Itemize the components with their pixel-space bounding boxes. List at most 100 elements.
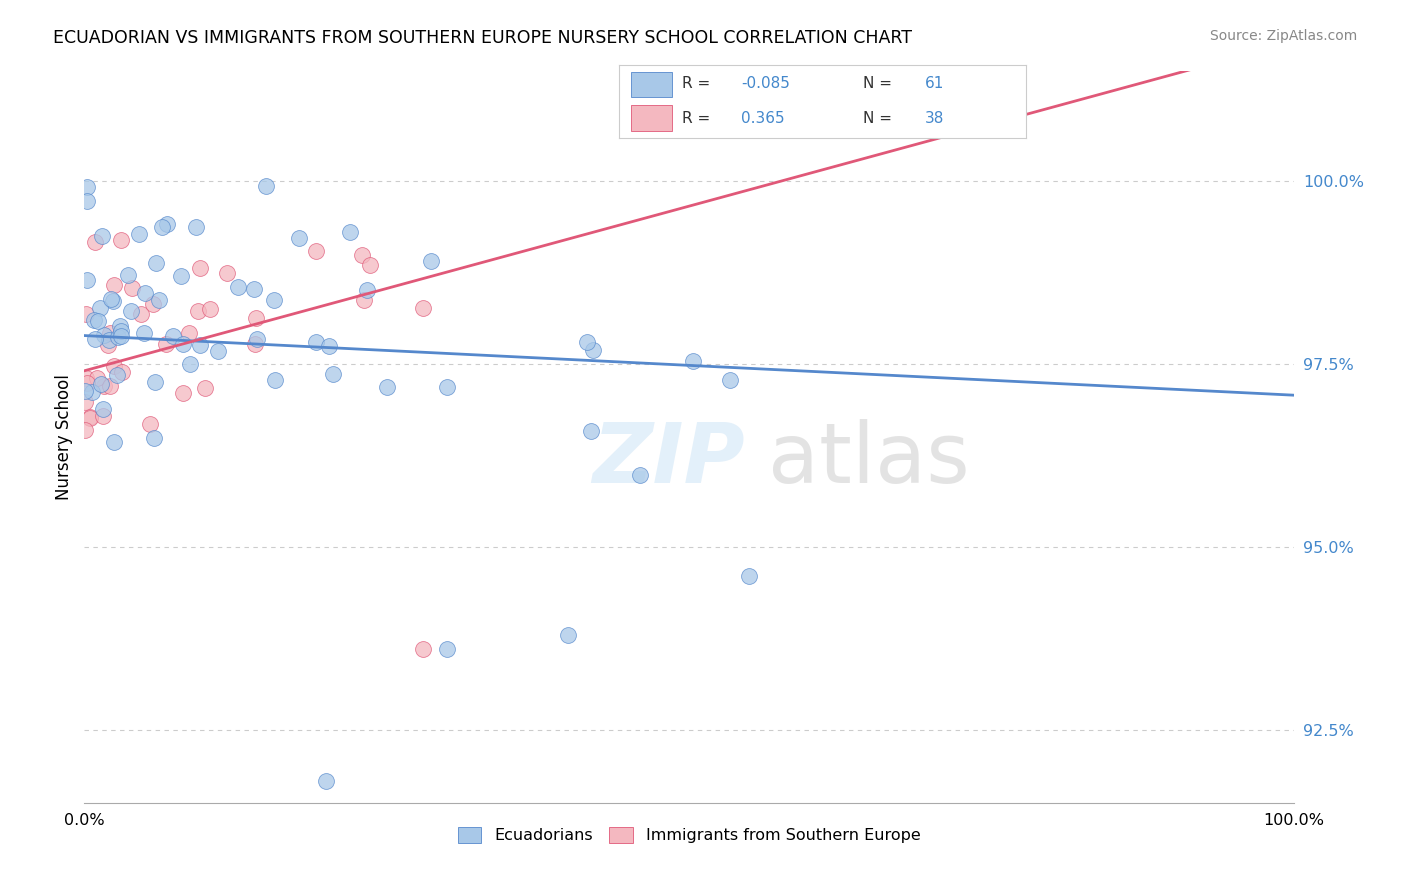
Point (91, 229, 114, 244)
Point (89, 301, 111, 315)
Point (172, 337, 194, 351)
Point (353, 293, 375, 308)
Point (75, 307, 97, 321)
Point (375, 380, 398, 394)
Point (155, 337, 177, 351)
Point (75, 371, 97, 385)
Point (322, 367, 344, 381)
Point (110, 329, 132, 343)
Point (179, 357, 201, 371)
Text: R =: R = (682, 77, 710, 91)
Legend: Ecuadorians, Immigrants from Southern Europe: Ecuadorians, Immigrants from Southern Eu… (451, 821, 927, 850)
Point (172, 386, 194, 401)
Point (83, 332, 105, 346)
Text: N =: N = (863, 77, 893, 91)
Point (97, 338, 120, 352)
Bar (631, 71, 672, 97)
Point (315, 773, 337, 788)
Point (73, 395, 96, 409)
Point (121, 281, 143, 295)
Point (98, 378, 121, 392)
Point (103, 278, 125, 293)
Point (105, 368, 128, 383)
Point (82, 385, 104, 400)
Point (186, 220, 208, 235)
Point (110, 324, 132, 338)
Point (356, 283, 378, 297)
Point (738, 569, 761, 583)
Point (76, 180, 98, 194)
Point (110, 233, 132, 247)
Point (318, 339, 340, 353)
Point (263, 293, 285, 307)
Point (98, 333, 121, 347)
Point (217, 266, 239, 280)
Point (305, 244, 328, 259)
Point (682, 353, 704, 368)
Point (148, 293, 170, 307)
Point (145, 255, 167, 269)
Point (177, 326, 200, 340)
Point (79, 411, 101, 425)
Point (75, 423, 97, 437)
Point (557, 627, 579, 641)
Point (162, 329, 184, 343)
Point (305, 334, 328, 349)
Point (190, 338, 212, 352)
Point (718, 374, 741, 388)
Point (207, 344, 229, 359)
Point (142, 431, 165, 445)
Point (103, 359, 125, 373)
Point (76, 194, 98, 208)
Point (79, 410, 101, 425)
Y-axis label: Nursery School: Nursery School (55, 374, 73, 500)
Point (83, 313, 105, 327)
Point (101, 293, 124, 308)
Point (83, 235, 105, 250)
Point (100, 293, 122, 307)
Point (264, 373, 287, 387)
Text: atlas: atlas (768, 418, 969, 500)
Point (91, 402, 114, 417)
Point (628, 467, 651, 482)
Point (436, 642, 458, 657)
Point (87, 314, 110, 328)
Point (134, 285, 156, 300)
Point (246, 332, 269, 346)
Point (107, 329, 129, 343)
Point (129, 307, 152, 321)
Point (193, 381, 215, 395)
Point (139, 417, 162, 431)
Point (187, 304, 209, 318)
Point (110, 364, 132, 378)
Point (142, 297, 165, 311)
Point (245, 311, 267, 326)
Point (132, 326, 155, 340)
Point (156, 217, 179, 231)
Point (143, 375, 166, 389)
Text: 61: 61 (925, 77, 943, 91)
Point (352, 248, 374, 262)
Point (198, 302, 221, 317)
Text: ZIP: ZIP (592, 418, 745, 500)
Point (243, 337, 266, 351)
Point (76, 273, 98, 287)
Point (188, 261, 211, 276)
Text: 0.365: 0.365 (741, 111, 785, 126)
Point (90, 376, 112, 391)
Point (103, 434, 125, 449)
Point (420, 253, 443, 268)
Text: ECUADORIAN VS IMMIGRANTS FROM SOUTHERN EUROPE NURSERY SCHOOL CORRELATION CHART: ECUADORIAN VS IMMIGRANTS FROM SOUTHERN E… (53, 29, 912, 46)
Point (436, 380, 458, 394)
Point (93, 379, 115, 393)
Point (128, 227, 150, 241)
Point (150, 220, 173, 235)
Point (339, 225, 361, 239)
Point (86, 371, 108, 385)
Point (93, 328, 115, 343)
Point (254, 178, 277, 193)
Point (359, 258, 381, 272)
Point (242, 282, 264, 296)
Point (576, 334, 599, 349)
Point (579, 424, 602, 438)
